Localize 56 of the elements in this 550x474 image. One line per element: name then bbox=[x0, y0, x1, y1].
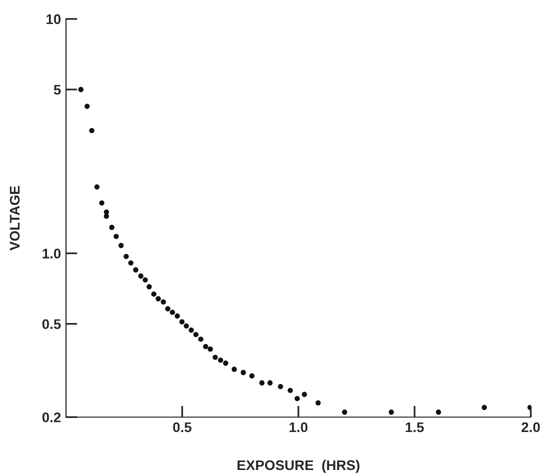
point bbox=[203, 344, 208, 350]
point bbox=[89, 128, 94, 134]
point bbox=[94, 184, 100, 190]
point bbox=[160, 299, 166, 305]
point bbox=[482, 404, 487, 410]
point bbox=[138, 273, 144, 279]
y-tick-label: 0.5 bbox=[42, 319, 61, 330]
point bbox=[170, 310, 176, 315]
point bbox=[179, 319, 185, 324]
point bbox=[302, 392, 308, 398]
point bbox=[146, 284, 152, 290]
point bbox=[188, 328, 194, 333]
point bbox=[84, 104, 90, 109]
point bbox=[212, 354, 218, 360]
point bbox=[388, 410, 394, 415]
point bbox=[124, 254, 129, 260]
point bbox=[78, 86, 84, 92]
point bbox=[104, 214, 110, 219]
point bbox=[267, 380, 273, 386]
point bbox=[259, 380, 264, 386]
x-tick-label: 2.0 bbox=[522, 422, 540, 432]
y-tick-label: 0.2 bbox=[42, 412, 61, 422]
point bbox=[342, 410, 348, 415]
point bbox=[142, 277, 148, 283]
point bbox=[151, 291, 156, 297]
x-tick-label: 1.0 bbox=[290, 422, 308, 432]
point bbox=[156, 296, 161, 302]
x-axis-title: EXPOSURE (HRS) bbox=[238, 460, 360, 473]
x-tick-label: 1.5 bbox=[406, 422, 424, 432]
point bbox=[218, 358, 224, 363]
point bbox=[198, 336, 204, 342]
point bbox=[208, 346, 213, 352]
point bbox=[316, 400, 321, 406]
point bbox=[288, 388, 293, 394]
point bbox=[240, 370, 246, 376]
point bbox=[232, 366, 237, 372]
point bbox=[128, 260, 134, 266]
point bbox=[249, 373, 254, 378]
point bbox=[118, 242, 124, 248]
point bbox=[436, 410, 442, 415]
point bbox=[114, 234, 119, 240]
point bbox=[193, 332, 198, 338]
y-tick-label: 10 bbox=[46, 14, 61, 24]
y-tick-label: 1.0 bbox=[42, 248, 61, 258]
y-tick-label: 5 bbox=[54, 84, 61, 95]
point bbox=[278, 384, 284, 390]
point bbox=[223, 360, 228, 366]
point bbox=[174, 313, 180, 319]
point bbox=[109, 224, 114, 230]
point bbox=[165, 306, 170, 312]
point bbox=[184, 323, 189, 329]
point bbox=[133, 267, 138, 272]
x-tick-label: 0.5 bbox=[173, 422, 192, 432]
point bbox=[294, 396, 300, 402]
y-axis-title: VOLTAGE bbox=[10, 186, 20, 250]
point bbox=[99, 200, 104, 206]
